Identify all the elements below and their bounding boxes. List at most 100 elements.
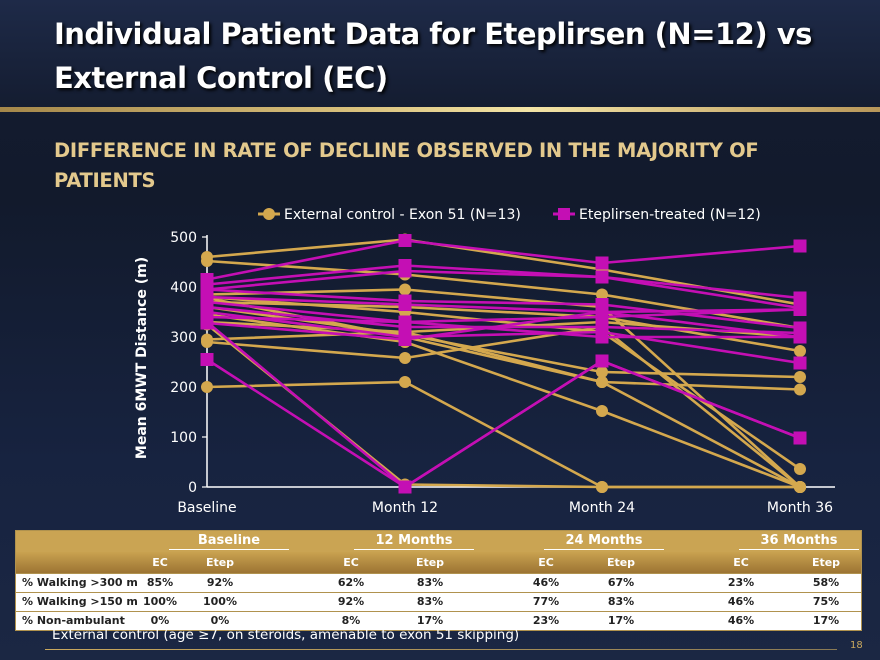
y-tick-label: 0 [188,480,197,496]
patient-line [206,310,801,365]
data-point-ec [399,352,411,364]
row-label: % Non-ambulant [22,614,125,627]
slide-subtitle: DIFFERENCE IN RATE OF DECLINE OBSERVED I… [54,139,759,192]
legend-label: External control - Exon 51 (N=13) [284,207,521,223]
data-point-ec [201,255,213,267]
table-cell: 62% [337,576,365,589]
data-point-ec [596,481,608,493]
table-body: % Walking >300 m 85% 92% 62% 83% 46% 67% 23% 58%… [16,573,861,630]
patient-line [206,288,801,488]
table-row: % Walking >300 m 85% 92% 62% 83% 46% 67% 23% 58% [16,573,861,592]
x-tick-label: Month 12 [372,500,438,516]
legend-label: Eteplirsen-treated (N=12) [579,207,761,223]
page-number: 18 [850,640,863,651]
data-point-ec [794,481,806,493]
x-tick-label: Month 24 [569,500,635,516]
data-point-eteplirsen [595,330,609,344]
footnote: External control (age ≥7, on steroids, a… [52,627,520,643]
table-group-header-cell: Baseline [169,533,289,550]
patient-line [206,269,801,300]
data-point-ec [201,381,213,393]
table-cell: 83% [416,595,444,608]
table-cell: 77% [532,595,560,608]
data-point-eteplirsen [595,305,609,319]
table-sub-header-cell: Etep [415,556,445,569]
data-point-eteplirsen [793,239,807,253]
table-group-header-cell: 24 Months [544,533,664,550]
table-row: % Non-ambulant 0% 0% 8% 17% 23% 17% 46% 17% [16,611,861,630]
data-point-eteplirsen [793,356,807,370]
patient-line [206,380,800,489]
table-cell: 23% [532,614,560,627]
data-point-eteplirsen [398,480,412,494]
table-cell: 17% [607,614,635,627]
patient-line [206,300,801,324]
ambulation-table: Baseline 12 Months 24 Months 36 Months EC Et… [15,530,862,631]
patient-line [206,264,801,310]
data-point-eteplirsen [595,354,609,368]
table-sub-header-cell: Etep [811,556,841,569]
chart-legend: External control - Exon 51 (N=13) Etepli… [258,207,761,223]
patient-line [206,313,801,489]
data-point-eteplirsen [793,330,807,344]
table-sub-header-cell: EC [538,556,554,569]
table-cell: 85% [146,576,174,589]
table-cell: 23% [727,576,755,589]
patient-line [206,358,801,489]
row-label: % Walking >150 m [22,595,138,608]
patient-line [206,295,801,339]
data-point-eteplirsen [793,291,807,305]
slide-title: Individual Patient Data for Eteplirsen (… [54,17,812,95]
table-sub-header-cell: EC [343,556,359,569]
table-group-header-cell: 36 Months [739,533,859,550]
table-cell: 17% [416,614,444,627]
data-point-ec [794,345,806,357]
patient-line [206,315,800,339]
table-cell: 75% [812,595,840,608]
table-cell: 17% [812,614,840,627]
legend-marker-circle [263,208,275,220]
table-sub-header: EC Etep EC Etep EC Etep EC Etep [16,552,861,573]
y-tick-label: 300 [170,330,197,346]
data-point-eteplirsen [793,303,807,316]
title-divider [0,107,880,112]
patient-line [206,320,801,391]
table-cell: 0% [150,614,170,627]
table-cell: 8% [341,614,361,627]
table-group-header-cell: 12 Months [354,533,474,550]
table-cell: 100% [143,595,177,608]
data-point-ec [596,366,608,378]
table-sub-header-cell: Etep [205,556,235,569]
data-point-eteplirsen [793,431,807,445]
data-point-eteplirsen [398,315,412,329]
y-tick-label: 500 [170,230,197,246]
table-sub-header-cell: EC [733,556,749,569]
table-cell: 46% [532,576,560,589]
table-cell: 67% [607,576,635,589]
table-cell: 92% [206,576,234,589]
data-point-ec [596,405,608,417]
table-cell: 100% [203,595,237,608]
y-tick-label: 200 [170,380,197,396]
patient-line [206,325,801,489]
data-point-eteplirsen [398,333,412,346]
table-group-header: Baseline 12 Months 24 Months 36 Months [16,531,861,552]
data-point-ec [399,283,411,296]
data-point-ec [596,288,608,301]
legend-item-eteplirsen: Eteplirsen-treated (N=12) [553,207,761,223]
table-cell: 46% [727,614,755,627]
patient-line [206,239,801,281]
patient-line [206,288,801,330]
table-cell: 46% [727,595,755,608]
x-tick-label: Baseline [177,500,236,516]
table-cell: 83% [416,576,444,589]
data-point-ec [201,336,213,348]
data-point-eteplirsen [200,316,214,330]
patient-line [206,308,801,341]
table-cell: 83% [607,595,635,608]
y-tick-label: 400 [170,280,197,296]
data-point-ec [399,376,411,388]
data-point-eteplirsen [595,270,609,284]
y-axis-label: Mean 6MWT Distance (m) [134,257,150,459]
data-point-ec [596,376,608,388]
